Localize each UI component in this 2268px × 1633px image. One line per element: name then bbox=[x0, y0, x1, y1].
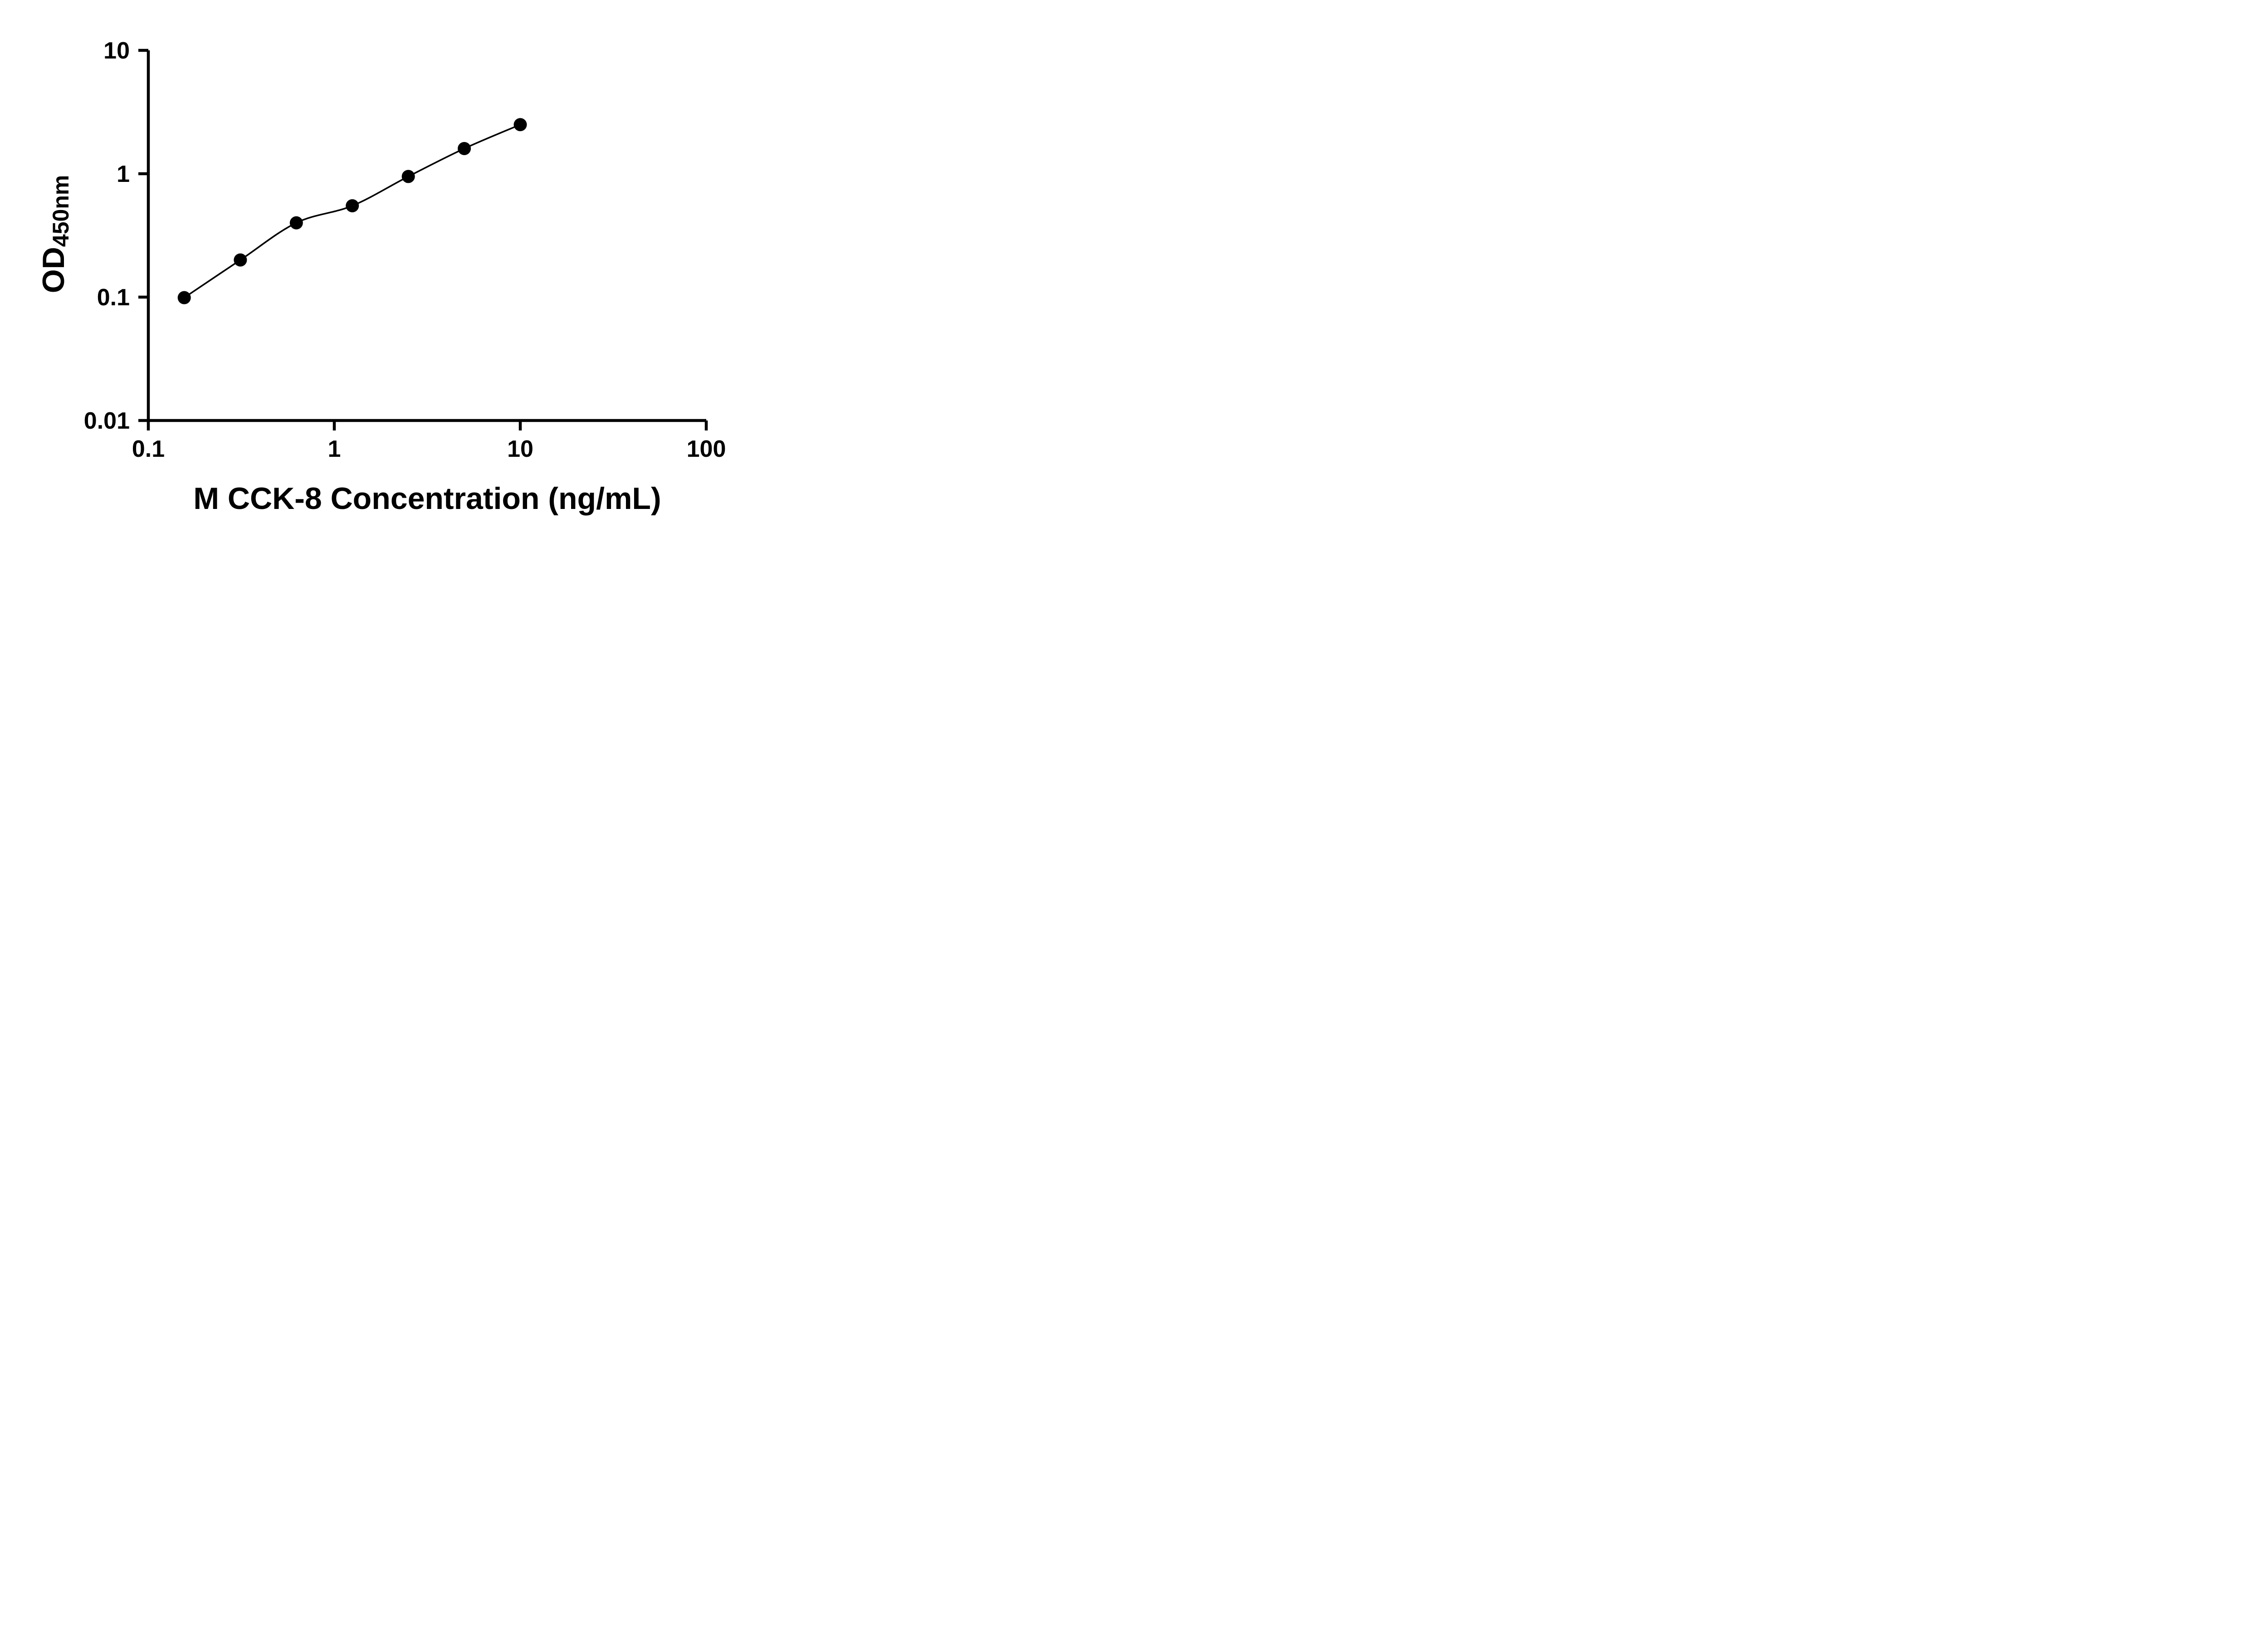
data-point bbox=[177, 291, 191, 304]
data-point bbox=[458, 142, 471, 155]
data-point bbox=[289, 216, 303, 230]
axis-line bbox=[147, 50, 706, 422]
x-axis-label: M CCK-8 Concentration (ng/mL) bbox=[193, 481, 661, 516]
y-tick-label: 0.01 bbox=[84, 408, 130, 434]
data-point bbox=[346, 199, 359, 213]
data-point bbox=[234, 253, 247, 267]
y-tick-label: 0.1 bbox=[97, 284, 130, 311]
y-tick-label: 10 bbox=[103, 38, 130, 64]
x-tick-label: 100 bbox=[687, 436, 726, 462]
x-tick-label: 1 bbox=[328, 436, 341, 462]
y-tick-label: 1 bbox=[117, 161, 130, 187]
data-point bbox=[401, 170, 415, 183]
series-group bbox=[177, 118, 527, 304]
chart-figure: 10 1 0.1 0.01 0.1 1 10 100 OD450nm M CCK-8 Conc… bbox=[0, 0, 777, 544]
x-tick-label: 0.1 bbox=[132, 436, 165, 462]
y-axis-label: OD450nm bbox=[36, 175, 73, 293]
data-point bbox=[513, 118, 527, 132]
x-tick-label: 10 bbox=[507, 436, 533, 462]
